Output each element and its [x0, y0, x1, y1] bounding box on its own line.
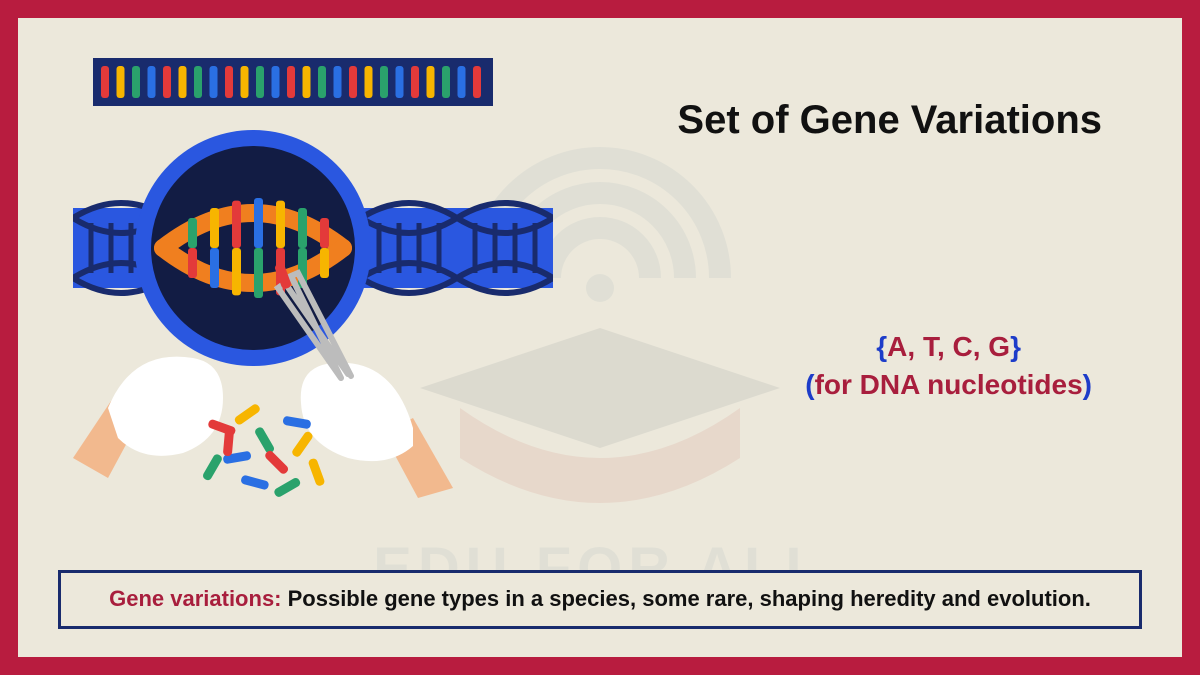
set-line: {A, T, C, G} — [805, 328, 1092, 366]
canvas: EDU FOR ALL Set of Gene Variations {A, T… — [18, 18, 1182, 657]
set-caption: (for DNA nucleotides) — [805, 366, 1092, 404]
caption-text: for DNA nucleotides — [815, 369, 1083, 400]
sequence-bar-icon — [93, 58, 493, 106]
outer-frame: EDU FOR ALL Set of Gene Variations {A, T… — [0, 0, 1200, 675]
gene-illustration — [73, 58, 553, 498]
definition-box: Gene variations: Possible gene types in … — [58, 570, 1142, 629]
scope-icon — [143, 138, 363, 358]
gene-svg — [73, 58, 553, 498]
page-title: Set of Gene Variations — [677, 98, 1102, 143]
paren-close: ) — [1083, 369, 1092, 400]
set-notation: {A, T, C, G} (for DNA nucleotides) — [805, 328, 1092, 404]
paren-open: ( — [805, 369, 814, 400]
set-elements: A, T, C, G — [887, 331, 1010, 362]
brace-open: { — [876, 331, 887, 362]
definition-label: Gene variations: — [109, 586, 281, 611]
brace-close: } — [1010, 331, 1021, 362]
definition-body: Possible gene types in a species, some r… — [282, 586, 1091, 611]
